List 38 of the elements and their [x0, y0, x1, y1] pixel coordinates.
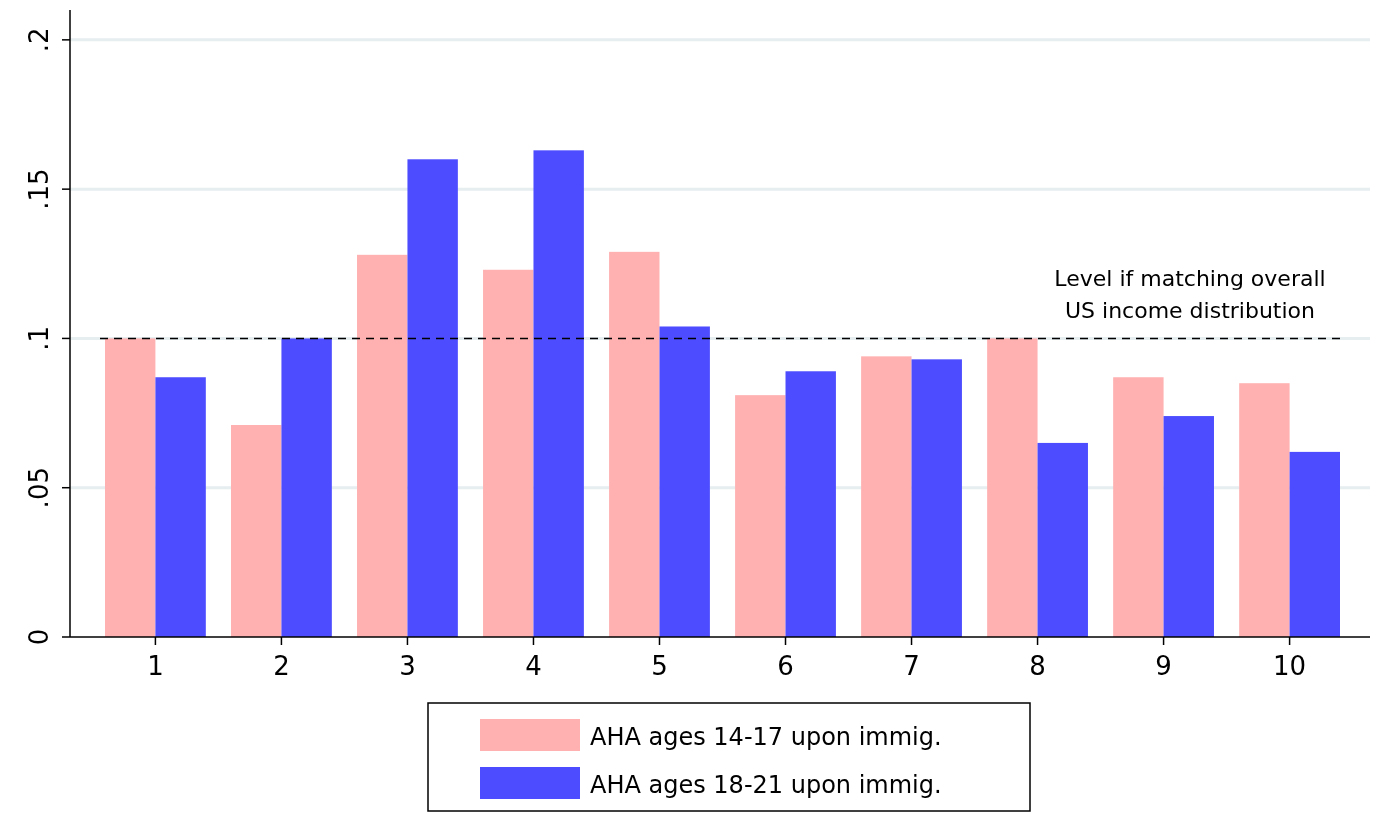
x-tick-label: 2 [273, 651, 290, 681]
x-tick-label: 4 [525, 651, 542, 681]
bar [659, 326, 710, 637]
bar [1113, 377, 1164, 637]
bar [357, 254, 408, 637]
y-tick-label: .2 [24, 27, 54, 53]
bar [1239, 383, 1290, 637]
x-tick-label: 6 [777, 651, 794, 681]
bar [155, 377, 206, 637]
bar [1037, 442, 1088, 637]
bar [785, 371, 836, 637]
bar [1289, 451, 1340, 637]
legend-label: AHA ages 14-17 upon immig. [590, 723, 942, 751]
y-tick-label: 0 [24, 628, 54, 646]
bar [281, 338, 332, 637]
bar [231, 425, 282, 637]
x-tick-label: 5 [651, 651, 668, 681]
bar [407, 159, 458, 637]
x-tick-label: 8 [1029, 651, 1046, 681]
x-tick-label: 1 [147, 651, 164, 681]
bar [735, 395, 786, 637]
y-tick-label: .05 [24, 467, 54, 509]
bar [609, 251, 660, 637]
bar [861, 356, 912, 637]
bar [533, 150, 584, 637]
y-tick-label: .1 [24, 326, 54, 351]
bar [987, 338, 1038, 637]
x-tick-label: 10 [1273, 651, 1307, 681]
legend-label: AHA ages 18-21 upon immig. [590, 771, 942, 799]
ref-line-label: Level if matching overall US income distribution [1054, 266, 1326, 324]
x-tick-label: 3 [399, 651, 416, 681]
bar [483, 269, 534, 637]
x-tick-label: 9 [1155, 651, 1172, 681]
x-tick-label: 7 [903, 651, 920, 681]
bar [105, 338, 156, 637]
bar [1163, 416, 1214, 637]
bar [911, 359, 962, 637]
y-tick-label: .15 [24, 168, 54, 210]
